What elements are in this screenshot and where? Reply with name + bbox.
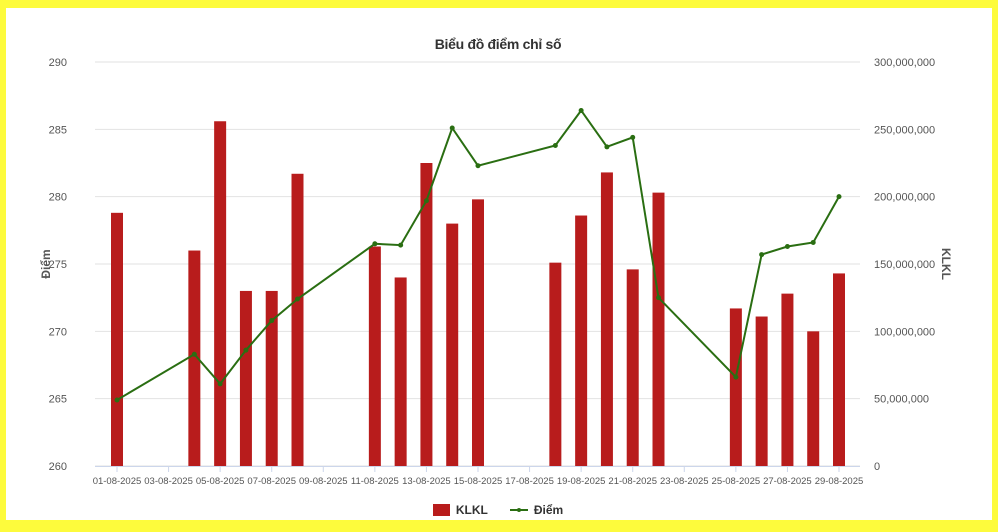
y-left-tick-label: 275 bbox=[49, 259, 67, 271]
bar-klkl[interactable] bbox=[368, 246, 381, 466]
y-right-axis-title: KLKL bbox=[939, 248, 953, 280]
point-diem[interactable] bbox=[449, 125, 455, 131]
legend-label-diem: Điểm bbox=[533, 503, 564, 517]
bar-klkl[interactable] bbox=[575, 215, 588, 466]
point-diem[interactable] bbox=[784, 243, 790, 249]
y-right-tick-label: 250,000,000 bbox=[874, 124, 935, 136]
point-diem[interactable] bbox=[243, 347, 249, 353]
bar-klkl[interactable] bbox=[755, 316, 768, 466]
y-right-tick-label: 300,000,000 bbox=[874, 57, 935, 69]
y-left-axis-title: Điểm bbox=[39, 249, 53, 278]
point-diem[interactable] bbox=[475, 163, 481, 169]
x-tick-label: 15-08-2025 bbox=[454, 476, 503, 487]
point-diem[interactable] bbox=[578, 107, 584, 113]
bar-klkl[interactable] bbox=[239, 290, 252, 466]
bar-klkl[interactable] bbox=[833, 273, 845, 466]
x-tick-label: 03-08-2025 bbox=[144, 476, 193, 487]
legend-item-klkl[interactable]: KLKL bbox=[432, 503, 488, 517]
chart-title: Biểu đồ điểm chỉ số bbox=[434, 36, 562, 52]
y-left-tick-label: 260 bbox=[49, 461, 67, 473]
y-right-tick-label: 200,000,000 bbox=[874, 192, 935, 204]
bar-klkl[interactable] bbox=[111, 212, 123, 466]
chart-legend: KLKL Điểm bbox=[14, 503, 982, 517]
x-tick-label: 05-08-2025 bbox=[196, 476, 245, 487]
bar-klkl[interactable] bbox=[652, 192, 665, 467]
bar-klkl[interactable] bbox=[420, 163, 433, 466]
legend-item-diem[interactable]: Điểm bbox=[509, 503, 564, 517]
y-left-tick-label: 290 bbox=[49, 57, 67, 69]
point-diem[interactable] bbox=[372, 241, 378, 247]
point-diem[interactable] bbox=[398, 242, 404, 248]
bar-klkl[interactable] bbox=[394, 277, 407, 466]
point-diem[interactable] bbox=[114, 397, 120, 403]
bar-klkl[interactable] bbox=[549, 262, 562, 466]
chart-container: Biểu đồ điểm chỉ số 260 265 270 275 280 285 29… bbox=[14, 14, 982, 517]
y-right-tick-label: 50,000,000 bbox=[874, 394, 929, 406]
bar-klkl[interactable] bbox=[600, 172, 613, 466]
bar-klkl[interactable] bbox=[446, 223, 459, 466]
x-tick-label: 09-08-2025 bbox=[299, 476, 348, 487]
bar-klkl[interactable] bbox=[729, 308, 742, 466]
x-tick-label: 01-08-2025 bbox=[93, 476, 142, 487]
bar-klkl[interactable] bbox=[291, 173, 304, 467]
point-diem[interactable] bbox=[733, 374, 739, 380]
x-tick-label: 17-08-2025 bbox=[505, 476, 554, 487]
point-diem[interactable] bbox=[295, 296, 300, 302]
x-tick-label: 21-08-2025 bbox=[608, 476, 657, 487]
x-tick-label: 19-08-2025 bbox=[557, 476, 606, 487]
point-diem[interactable] bbox=[810, 239, 816, 245]
y-right-tick-label: 0 bbox=[874, 461, 880, 473]
chart-plot: 260 265 270 275 280 285 290 0 50,000,000 100,000,… bbox=[39, 57, 953, 487]
x-tick-label: 13-08-2025 bbox=[402, 476, 451, 487]
point-diem[interactable] bbox=[191, 351, 197, 357]
y-right-tick-label: 100,000,000 bbox=[874, 326, 935, 338]
point-diem[interactable] bbox=[836, 194, 842, 200]
point-diem[interactable] bbox=[656, 295, 661, 301]
y-right-tick-label: 150,000,000 bbox=[874, 259, 935, 271]
bar-klkl[interactable] bbox=[781, 293, 794, 466]
point-diem[interactable] bbox=[217, 381, 223, 387]
x-tick-label: 27-08-2025 bbox=[763, 476, 812, 487]
point-diem[interactable] bbox=[630, 134, 636, 140]
bar-klkl[interactable] bbox=[472, 199, 484, 467]
point-diem[interactable] bbox=[604, 144, 610, 150]
bar-swatch-icon bbox=[432, 504, 450, 516]
y-left-tick-label: 285 bbox=[49, 124, 67, 136]
y-left-tick-label: 280 bbox=[49, 192, 67, 204]
x-tick-label: 23-08-2025 bbox=[660, 476, 709, 487]
bar-klkl[interactable] bbox=[214, 121, 227, 467]
line-swatch-icon bbox=[509, 504, 528, 516]
x-tick-label: 11-08-2025 bbox=[351, 476, 399, 487]
bar-klkl[interactable] bbox=[626, 269, 639, 466]
bar-klkl[interactable] bbox=[807, 331, 820, 466]
x-tick-label: 29-08-2025 bbox=[815, 476, 864, 487]
point-diem[interactable] bbox=[552, 142, 558, 148]
y-left-tick-label: 265 bbox=[49, 394, 67, 406]
x-tick-label: 07-08-2025 bbox=[247, 476, 296, 487]
point-diem[interactable] bbox=[269, 318, 275, 324]
bar-klkl[interactable] bbox=[188, 250, 201, 466]
legend-label-klkl: KLKL bbox=[455, 503, 488, 517]
point-diem[interactable] bbox=[423, 198, 429, 204]
bar-klkl[interactable] bbox=[265, 290, 278, 466]
point-diem[interactable] bbox=[759, 252, 765, 258]
y-left-tick-label: 270 bbox=[49, 326, 67, 338]
x-tick-label: 25-08-2025 bbox=[712, 476, 761, 487]
